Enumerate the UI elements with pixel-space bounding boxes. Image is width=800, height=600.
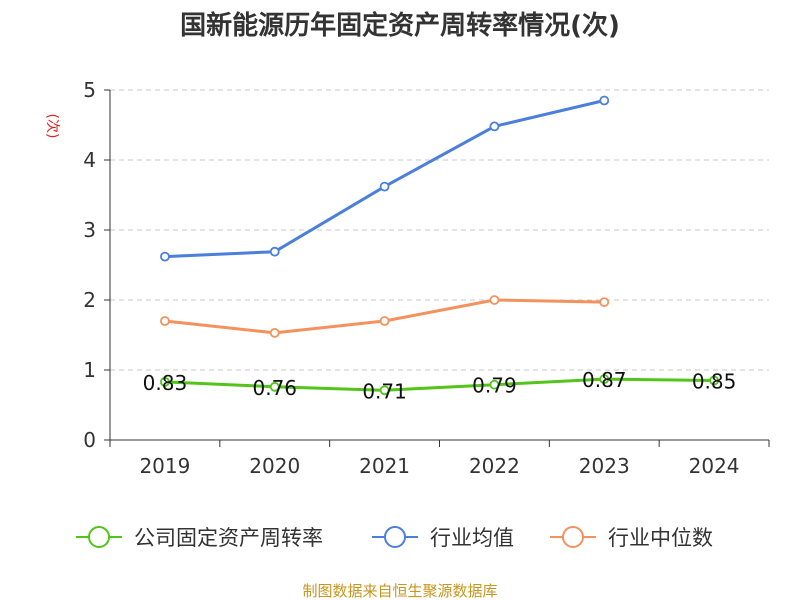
legend[interactable]: 公司固定资产周转率 行业均值 行业中位数: [76, 526, 713, 550]
series-0: [160, 374, 719, 396]
data-point[interactable]: [489, 121, 500, 132]
data-label: 0.85: [692, 370, 737, 394]
x-tick-label: 2021: [359, 454, 410, 478]
series-layer: [160, 95, 719, 396]
data-point[interactable]: [269, 381, 280, 392]
y-tick-label: 4: [83, 148, 96, 172]
series-2: [160, 295, 610, 338]
data-point[interactable]: [269, 246, 280, 257]
x-tick-label: 2023: [579, 454, 630, 478]
data-point[interactable]: [160, 251, 170, 262]
data-label: 0.76: [252, 376, 297, 400]
series-1: [160, 95, 610, 262]
y-tick-label: 2: [83, 288, 96, 312]
legend-label: 公司固定资产周转率: [134, 526, 323, 550]
y-tick-label: 0: [83, 428, 96, 452]
data-point[interactable]: [379, 316, 390, 326]
legend-marker: [384, 526, 406, 548]
data-point[interactable]: [379, 181, 390, 192]
data-point[interactable]: [379, 385, 390, 396]
data-point[interactable]: [489, 379, 500, 390]
x-tick-label: 2024: [689, 454, 740, 478]
x-tick-label: 2022: [469, 454, 520, 478]
data-point[interactable]: [269, 327, 280, 338]
data-label: 0.83: [143, 371, 188, 395]
axes: 0 1 2 3 4 5 2019 2020 2021 2022 2023 2024: [83, 78, 770, 478]
data-point[interactable]: [160, 376, 170, 387]
data-label: 0.87: [582, 368, 627, 392]
y-tick-label: 3: [83, 218, 96, 242]
legend-item-0[interactable]: 公司固定资产周转率: [76, 526, 323, 550]
y-axis-label: (次): [44, 114, 60, 139]
series-line: [164, 377, 715, 392]
data-point[interactable]: [599, 374, 610, 385]
legend-item-2[interactable]: 行业中位数: [550, 526, 713, 550]
x-tick-label: 2019: [139, 454, 190, 478]
data-point[interactable]: [160, 316, 170, 326]
series-line: [164, 99, 605, 259]
data-point[interactable]: [489, 295, 500, 305]
grid-lines: [110, 89, 769, 371]
legend-marker: [88, 526, 110, 548]
data-point[interactable]: [709, 375, 719, 386]
y-tick-label: 5: [83, 78, 96, 102]
source-note: 制图数据来自恒生聚源数据库: [302, 582, 497, 600]
data-point[interactable]: [599, 297, 610, 308]
legend-label: 行业均值: [430, 526, 514, 550]
x-tick-label: 2020: [249, 454, 300, 478]
data-point[interactable]: [599, 95, 610, 106]
legend-label: 行业中位数: [608, 526, 713, 550]
legend-marker: [562, 526, 584, 548]
data-labels: 0.83 0.76 0.71 0.79 0.87 0.85: [143, 368, 737, 403]
y-tick-label: 1: [83, 358, 96, 382]
legend-item-1[interactable]: 行业均值: [372, 526, 514, 550]
data-label: 0.71: [362, 379, 407, 403]
data-label: 0.79: [472, 374, 517, 398]
chart-title: 国新能源历年固定资产周转率情况(次): [180, 10, 620, 41]
